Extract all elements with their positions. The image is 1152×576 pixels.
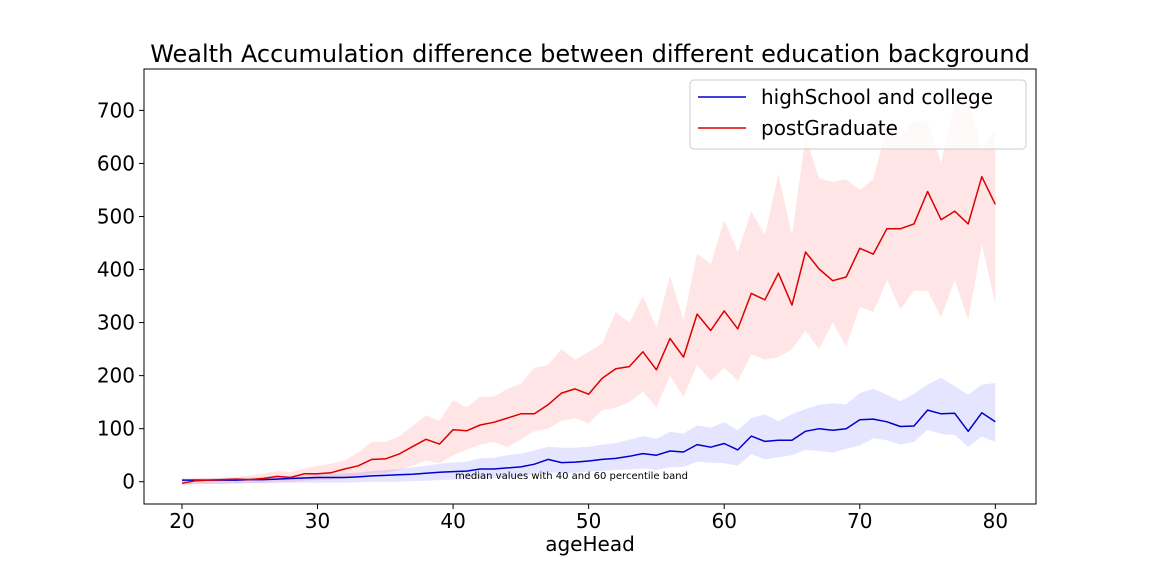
x-tick-label: 20 — [169, 509, 194, 533]
x-tick-label: 30 — [305, 509, 330, 533]
y-tick-label: 500 — [97, 204, 135, 228]
y-tick-label: 100 — [97, 417, 135, 441]
legend-box — [689, 79, 1027, 150]
bands-layer — [182, 97, 996, 486]
legend-label-highschool: highSchool and college — [761, 85, 993, 109]
y-tick-label: 0 — [122, 470, 135, 494]
y-axis: 0 100 200 300 400 500 600 700 — [97, 98, 144, 494]
y-tick-label: 600 — [97, 151, 135, 175]
x-tick-label: 80 — [983, 509, 1008, 533]
plot-area-frame — [143, 68, 1037, 505]
legend: highSchool and college postGraduate — [689, 79, 1027, 150]
chart-annotation: median values with 40 and 60 percentile … — [455, 471, 688, 482]
lines-layer — [181, 175, 996, 485]
x-tick-label: 60 — [711, 509, 736, 533]
series-line-postgraduate — [181, 175, 996, 485]
chart-title: Wealth Accumulation difference between d… — [150, 40, 1030, 68]
percentile-band-highschool — [182, 377, 996, 485]
x-tick-label: 50 — [576, 509, 601, 533]
y-tick-label: 700 — [97, 98, 135, 122]
y-tick-label: 200 — [97, 364, 135, 388]
series-line-highschool — [182, 409, 996, 481]
x-tick-label: 40 — [440, 509, 465, 533]
y-tick-label: 400 — [97, 258, 135, 282]
x-tick-label: 70 — [847, 509, 872, 533]
x-axis-label: ageHead — [545, 532, 635, 556]
legend-label-postgraduate: postGraduate — [761, 116, 898, 140]
y-tick-label: 300 — [97, 311, 135, 335]
x-axis: 20 30 40 50 60 70 80 — [169, 504, 1008, 533]
